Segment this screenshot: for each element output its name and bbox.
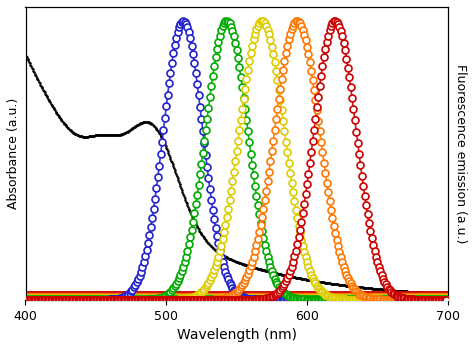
X-axis label: Wavelength (nm): Wavelength (nm)	[176, 328, 297, 342]
Y-axis label: Absorbance (a.u.): Absorbance (a.u.)	[7, 98, 20, 209]
Y-axis label: Fluorescence emission (a.u.): Fluorescence emission (a.u.)	[454, 64, 467, 243]
